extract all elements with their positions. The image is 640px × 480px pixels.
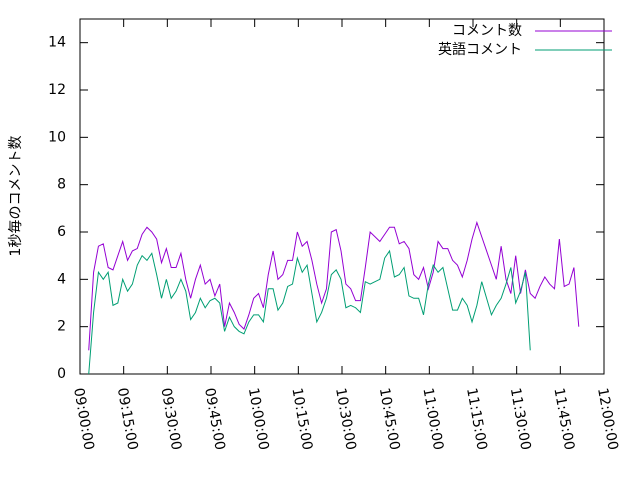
y-tick-label: 8 xyxy=(57,177,66,193)
x-tick-label: 09:15:00 xyxy=(114,387,141,452)
x-tick-label: 11:15:00 xyxy=(463,387,490,452)
x-tick-label: 11:00:00 xyxy=(419,387,446,452)
legend-label: 英語コメント xyxy=(438,41,522,58)
x-tick-label: 10:45:00 xyxy=(376,387,403,452)
y-tick-label: 2 xyxy=(57,319,66,335)
x-tick-label: 09:00:00 xyxy=(70,387,97,452)
y-axis-label: 1秒毎のコメント数 xyxy=(8,136,24,257)
series-line xyxy=(88,249,531,375)
x-tick-label: 10:30:00 xyxy=(332,387,359,452)
x-tick-label: 10:00:00 xyxy=(245,387,272,452)
y-tick-label: 14 xyxy=(48,35,66,51)
y-tick-label: 4 xyxy=(57,271,66,287)
x-tick-label: 12:00:00 xyxy=(594,387,621,452)
x-tick-label: 10:15:00 xyxy=(288,387,315,452)
plot-border xyxy=(79,18,605,375)
series-line xyxy=(88,220,580,351)
x-tick-label: 11:45:00 xyxy=(550,387,577,452)
y-tick-label: 6 xyxy=(57,224,66,240)
y-tick-label: 0 xyxy=(57,366,66,382)
y-tick-label: 12 xyxy=(48,82,66,98)
x-tick-label: 09:45:00 xyxy=(201,387,228,452)
x-tick-label: 09:30:00 xyxy=(157,387,184,452)
legend-label: コメント数 xyxy=(452,23,522,39)
y-tick-label: 10 xyxy=(48,129,66,145)
x-tick-label: 11:30:00 xyxy=(507,387,534,452)
